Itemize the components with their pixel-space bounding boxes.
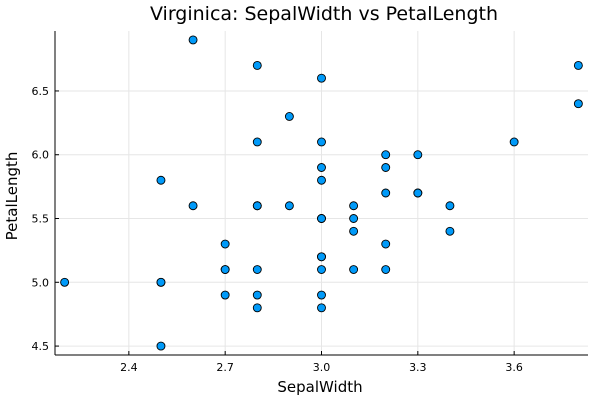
data-point bbox=[156, 175, 166, 185]
data-point bbox=[349, 214, 359, 223]
data-point bbox=[220, 290, 230, 300]
data-point bbox=[413, 150, 423, 160]
data-point bbox=[317, 265, 326, 274]
data-point bbox=[445, 226, 455, 236]
data-point bbox=[317, 163, 326, 172]
data-point bbox=[188, 35, 198, 45]
x-tick-label: 3.0 bbox=[313, 361, 331, 374]
data-point bbox=[349, 201, 359, 211]
data-point bbox=[381, 163, 391, 172]
data-point bbox=[381, 188, 391, 198]
grid-lines bbox=[55, 31, 588, 355]
data-point bbox=[381, 150, 391, 160]
data-point bbox=[317, 73, 326, 83]
data-point bbox=[317, 252, 326, 262]
data-point bbox=[252, 265, 262, 274]
x-tick-label: 2.7 bbox=[216, 361, 234, 374]
x-tick-label: 3.3 bbox=[409, 361, 427, 374]
data-points bbox=[60, 35, 583, 351]
x-axis-label: SepalWidth bbox=[277, 378, 362, 396]
data-point bbox=[317, 214, 326, 223]
data-point bbox=[220, 239, 230, 249]
data-point bbox=[317, 290, 326, 300]
tick-labels: 2.4 2.7 3.0 3.3 3.6 4.5 5.0 5.5 6.0 6.5 bbox=[32, 85, 523, 374]
y-tick-label: 6.5 bbox=[32, 85, 50, 98]
data-point bbox=[509, 137, 519, 147]
data-point bbox=[413, 188, 423, 198]
x-tick-label: 3.6 bbox=[505, 361, 523, 374]
data-point bbox=[349, 226, 359, 236]
data-point bbox=[317, 303, 326, 313]
data-point bbox=[284, 201, 294, 211]
data-point bbox=[156, 341, 166, 351]
y-tick-label: 5.0 bbox=[32, 276, 50, 289]
data-point bbox=[252, 303, 262, 313]
y-axis-label: PetalLength bbox=[3, 152, 21, 241]
data-point bbox=[252, 60, 262, 70]
x-tick-label: 2.4 bbox=[120, 361, 138, 374]
data-point bbox=[252, 290, 262, 300]
data-point bbox=[60, 277, 70, 287]
data-point bbox=[252, 137, 262, 147]
data-point bbox=[220, 265, 230, 274]
data-point bbox=[284, 112, 294, 121]
y-tick-label: 6.0 bbox=[32, 149, 50, 162]
data-point bbox=[573, 60, 583, 70]
data-point bbox=[317, 137, 326, 147]
data-point bbox=[573, 99, 583, 109]
axes bbox=[54, 31, 588, 356]
data-point bbox=[445, 201, 455, 211]
chart-title: Virginica: SepalWidth vs PetalLength bbox=[150, 3, 498, 25]
data-point bbox=[317, 175, 326, 185]
data-point bbox=[381, 239, 391, 249]
y-tick-label: 5.5 bbox=[32, 213, 50, 226]
data-point bbox=[188, 201, 198, 211]
data-point bbox=[156, 277, 166, 287]
data-point bbox=[252, 201, 262, 211]
data-point bbox=[349, 265, 359, 274]
data-point bbox=[381, 265, 391, 274]
y-tick-label: 4.5 bbox=[32, 340, 50, 353]
